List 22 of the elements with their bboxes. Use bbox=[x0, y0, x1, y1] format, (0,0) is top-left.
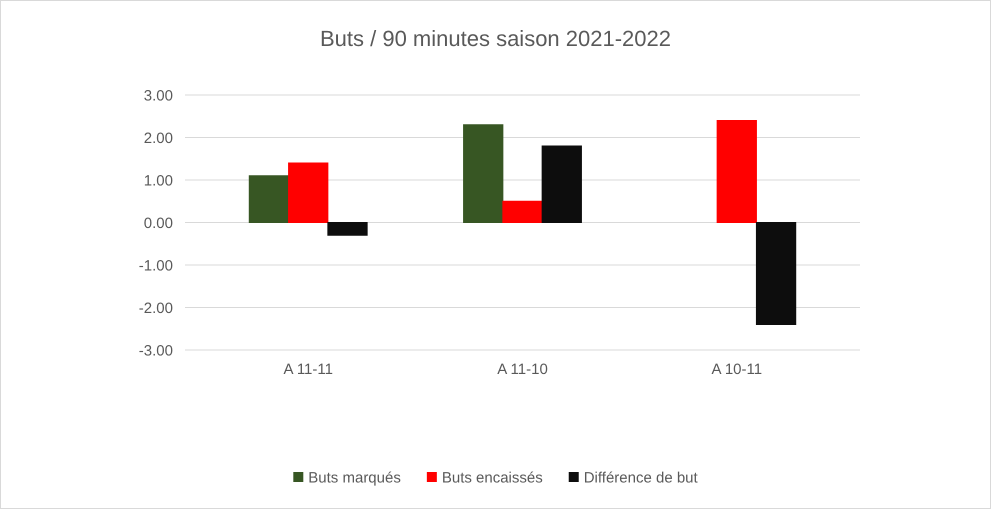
bar bbox=[716, 120, 757, 223]
y-tick-label: 2.00 bbox=[144, 130, 173, 147]
bar bbox=[327, 222, 368, 236]
legend-label: Buts marqués bbox=[308, 469, 401, 486]
y-tick-label: -3.00 bbox=[138, 342, 173, 360]
bar bbox=[288, 162, 328, 223]
legend-label: Différence de but bbox=[584, 469, 699, 486]
x-tick-label: A 11-11 bbox=[283, 361, 333, 378]
bar bbox=[248, 175, 290, 223]
bar bbox=[502, 200, 543, 223]
y-tick-label: 1.00 bbox=[144, 172, 173, 190]
bar bbox=[756, 222, 796, 325]
y-tick-label: -1.00 bbox=[138, 257, 173, 274]
x-tick-label: A 10-11 bbox=[711, 361, 762, 378]
y-tick-label: -2.00 bbox=[138, 300, 173, 317]
legend-label: Buts encaissés bbox=[442, 469, 543, 486]
y-tick-label: 0.00 bbox=[144, 214, 173, 232]
bar bbox=[463, 124, 504, 223]
y-tick-label: 3.00 bbox=[144, 87, 173, 104]
x-tick-label: A 11-10 bbox=[497, 361, 548, 378]
chart-title: Buts / 90 minutes saison 2021-2022 bbox=[320, 26, 672, 51]
bar bbox=[542, 146, 582, 223]
